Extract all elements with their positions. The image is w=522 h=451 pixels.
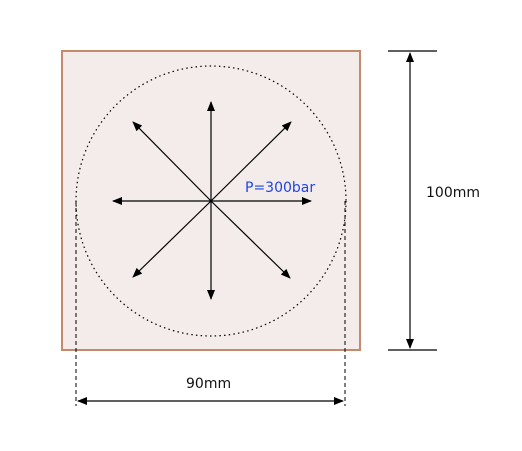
arrow-up-left xyxy=(132,121,212,202)
pressure-label: P=300bar xyxy=(245,180,315,196)
arrow-down-right xyxy=(210,200,291,279)
diameter-dimension xyxy=(75,201,346,406)
height-dimension-label: 100mm xyxy=(426,185,480,201)
arrow-up-right xyxy=(210,121,292,202)
height-dimension xyxy=(388,50,437,351)
pressure-arrows xyxy=(112,101,312,300)
arrow-down-left xyxy=(132,200,212,278)
diameter-dimension-label: 90mm xyxy=(186,376,231,392)
